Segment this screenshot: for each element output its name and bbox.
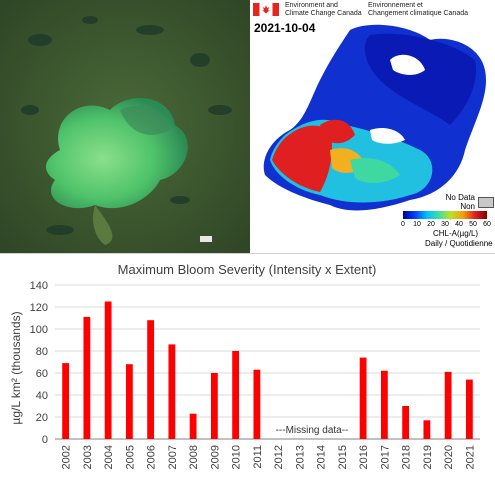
bar-2006 <box>147 320 155 439</box>
x-tick-label: 2019 <box>422 445 434 469</box>
canada-flag-icon <box>253 3 279 16</box>
x-tick-label: 2009 <box>209 445 221 469</box>
bar-2017 <box>380 370 388 439</box>
bar-2019 <box>423 420 431 439</box>
lake-shape <box>263 24 486 211</box>
chlorophyll-map-panel: Environment and Climate Change Canada En… <box>250 0 495 253</box>
x-tick-label: 2018 <box>401 445 413 469</box>
agency-name-en: Environment and Climate Change Canada <box>285 2 362 17</box>
satellite-image-panel <box>0 0 250 253</box>
bar-2010 <box>232 351 240 439</box>
x-tick-label: 2014 <box>316 445 328 469</box>
map-date: 2021-10-04 <box>254 21 316 35</box>
x-tick-label: 2003 <box>82 445 94 469</box>
x-tick-label: 2007 <box>167 445 179 469</box>
y-tick-label: 80 <box>36 346 48 358</box>
bar-2005 <box>125 364 133 439</box>
x-tick-label: 2005 <box>124 445 136 469</box>
x-tick-label: 2010 <box>231 445 243 469</box>
x-tick-label: 2004 <box>103 445 115 469</box>
colorbar-tick: 20 <box>427 221 435 228</box>
agency-name-fr: Environnement et Changement climatique C… <box>368 2 469 17</box>
bar-2007 <box>168 344 176 439</box>
x-tick-label: 2021 <box>464 445 476 469</box>
chlorophyll-map <box>263 24 486 211</box>
y-tick-label: 20 <box>36 412 48 424</box>
bar-2018 <box>402 406 410 439</box>
period-label: Daily / Quotidienne <box>425 239 493 248</box>
x-tick-label: 2013 <box>294 445 306 469</box>
y-tick-label: 120 <box>30 302 48 314</box>
bar-2004 <box>104 301 112 439</box>
no-data-swatch <box>478 197 494 208</box>
colorbar-tick: 60 <box>483 221 491 228</box>
bloom-severity-chart-panel: Maximum Bloom Severity (Intensity x Exte… <box>0 253 495 480</box>
bar-2008 <box>189 413 197 439</box>
bar-2009 <box>210 373 218 439</box>
bar-2020 <box>444 371 452 439</box>
colorbar-tick: 0 <box>401 221 405 228</box>
bar-2003 <box>83 316 91 439</box>
missing-data-annotation: ---Missing data-- <box>276 425 349 436</box>
y-tick-label: 140 <box>30 280 48 292</box>
chart-title: Maximum Bloom Severity (Intensity x Exte… <box>118 262 377 277</box>
bar-2011 <box>253 369 261 439</box>
y-tick-label: 0 <box>42 434 48 446</box>
x-tick-label: 2017 <box>379 445 391 469</box>
x-tick-label: 2012 <box>273 445 285 469</box>
y-tick-label: 60 <box>36 368 48 380</box>
x-tick-label: 2015 <box>337 445 349 469</box>
bar-2021 <box>465 379 473 439</box>
x-tick-label: 2016 <box>358 445 370 469</box>
satellite-true-color-image <box>0 0 250 253</box>
bar-2016 <box>359 357 367 439</box>
colorbar <box>403 211 487 219</box>
x-tick-label: 2020 <box>443 445 455 469</box>
x-tick-label: 2011 <box>252 445 264 469</box>
y-axis-label: µg/L km² (thousands) <box>9 311 23 424</box>
y-tick-label: 40 <box>36 390 48 402</box>
colorbar-label: CHL-A(µg/L) <box>433 229 479 238</box>
colorbar-tick: 50 <box>469 221 477 228</box>
colorbar-tick: 10 <box>413 221 421 228</box>
bloom-severity-chart: Maximum Bloom Severity (Intensity x Exte… <box>9 262 480 469</box>
colorbar-tick: 30 <box>441 221 449 228</box>
x-tick-label: 2006 <box>146 445 158 469</box>
bar-2002 <box>62 363 70 439</box>
x-tick-label: 2008 <box>188 445 200 469</box>
x-tick-label: 2002 <box>61 445 73 469</box>
colorbar-tick: 40 <box>455 221 463 228</box>
y-tick-label: 100 <box>30 324 48 336</box>
